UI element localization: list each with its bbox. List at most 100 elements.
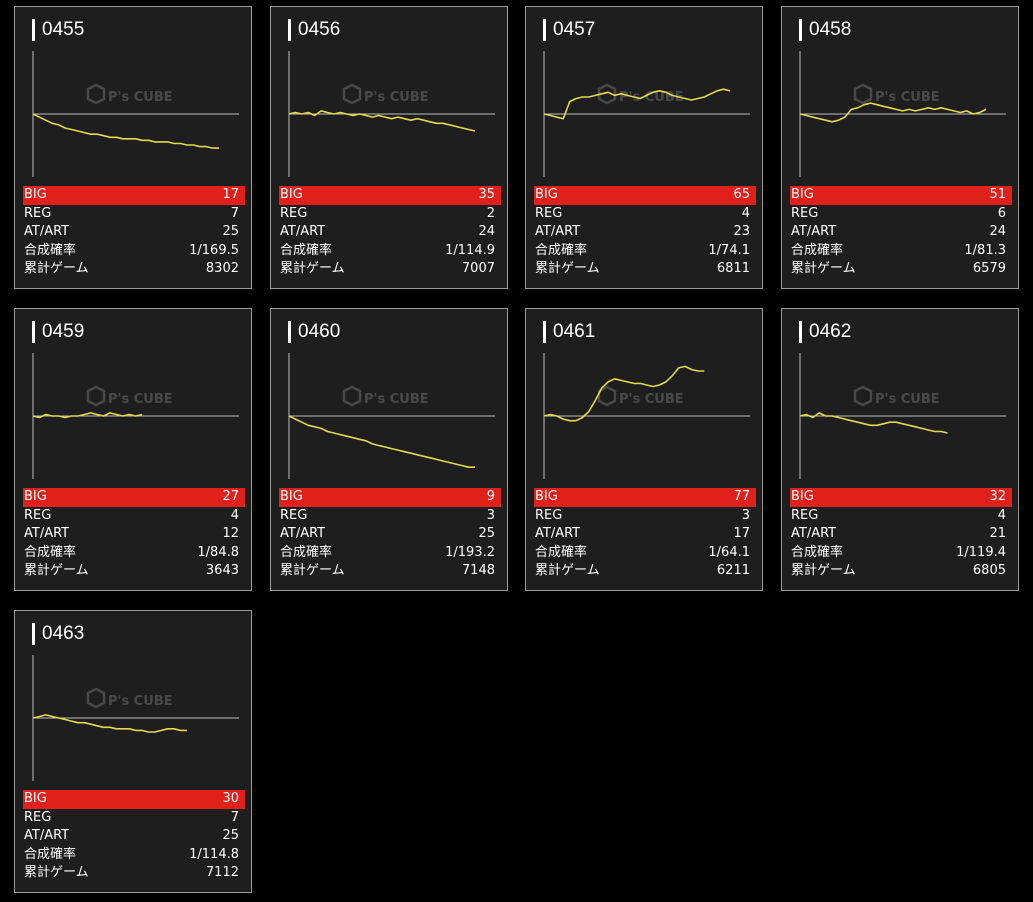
stat-row-rate: 合成確率 1/64.1 (534, 544, 756, 563)
slump-graph: P's CUBE (534, 349, 756, 479)
machine-card[interactable]: 0458 P's CUBE BIG 51 REG 6 AT/ART 24 合成確… (781, 6, 1019, 289)
machine-card[interactable]: 0459 P's CUBE BIG 27 REG 4 AT/ART 12 合成確… (14, 308, 252, 591)
stat-value-reg: 6 (997, 205, 1006, 221)
stat-value-rate: 1/84.8 (197, 544, 239, 560)
stats-table: BIG 30 REG 7 AT/ART 25 合成確率 1/114.8 累計ゲー… (23, 790, 245, 883)
machine-number: 0460 (298, 321, 341, 342)
stat-row-reg: REG 6 (790, 205, 1012, 224)
machine-card[interactable]: 0463 P's CUBE BIG 30 REG 7 AT/ART 25 合成確… (14, 610, 252, 893)
machine-card[interactable]: 0462 P's CUBE BIG 32 REG 4 AT/ART 21 合成確… (781, 308, 1019, 591)
machine-card[interactable]: 0456 P's CUBE BIG 35 REG 2 AT/ART 24 合成確… (270, 6, 508, 289)
machine-number: 0461 (553, 321, 596, 342)
stat-label-big: BIG (791, 489, 814, 504)
stat-row-games: 累計ゲーム 7112 (23, 864, 245, 883)
header-marker (32, 321, 35, 343)
stats-table: BIG 27 REG 4 AT/ART 12 合成確率 1/84.8 累計ゲーム… (23, 488, 245, 581)
stat-label-at: AT/ART (791, 526, 837, 542)
stat-value-rate: 1/74.1 (708, 242, 750, 258)
stat-label-reg: REG (791, 507, 819, 523)
stat-label-big: BIG (280, 489, 303, 504)
stat-row-at: AT/ART 21 (790, 525, 1012, 544)
stat-row-games: 累計ゲーム 7007 (279, 260, 501, 279)
stat-label-reg: REG (535, 205, 563, 221)
stat-value-at: 23 (733, 224, 750, 240)
watermark-logo: P's CUBE (86, 687, 173, 709)
stat-value-games: 6211 (716, 563, 750, 579)
header-marker (543, 321, 546, 343)
slump-line (799, 102, 987, 123)
stat-value-reg: 3 (741, 507, 750, 523)
stat-value-reg: 7 (230, 809, 239, 825)
stat-value-big: 77 (733, 489, 750, 504)
stat-row-big: BIG 9 (279, 488, 501, 507)
slump-line (32, 412, 143, 419)
machine-number: 0456 (298, 19, 341, 40)
header-marker (799, 321, 802, 343)
slump-graph: P's CUBE (534, 47, 756, 177)
stat-label-at: AT/ART (280, 526, 326, 542)
stat-value-reg: 2 (486, 205, 495, 221)
machine-card[interactable]: 0457 P's CUBE BIG 65 REG 4 AT/ART 23 合成確… (525, 6, 763, 289)
watermark-logo: P's CUBE (86, 83, 173, 105)
stat-row-rate: 合成確率 1/114.9 (279, 242, 501, 261)
stat-value-games: 7112 (205, 865, 239, 881)
stats-table: BIG 32 REG 4 AT/ART 21 合成確率 1/119.4 累計ゲー… (790, 488, 1012, 581)
svg-text:P's CUBE: P's CUBE (364, 90, 429, 105)
stat-label-rate: 合成確率 (24, 846, 77, 862)
stat-value-reg: 3 (486, 507, 495, 523)
header-marker (288, 19, 291, 41)
stat-value-rate: 1/114.8 (189, 846, 239, 862)
stat-value-rate: 1/119.4 (956, 544, 1006, 560)
stat-row-games: 累計ゲーム 6805 (790, 562, 1012, 581)
stat-value-rate: 1/114.9 (445, 242, 495, 258)
stat-row-rate: 合成確率 1/119.4 (790, 544, 1012, 563)
stat-value-reg: 4 (997, 507, 1006, 523)
stat-row-games: 累計ゲーム 8302 (23, 260, 245, 279)
header-marker (799, 19, 802, 41)
stat-value-games: 3643 (205, 563, 239, 579)
stat-value-rate: 1/193.2 (445, 544, 495, 560)
stat-label-rate: 合成確率 (535, 242, 588, 258)
stat-value-big: 17 (222, 187, 239, 202)
machine-card[interactable]: 0455 P's CUBE BIG 17 REG 7 AT/ART 25 合成確… (14, 6, 252, 289)
machine-card[interactable]: 0460 P's CUBE BIG 9 REG 3 AT/ART 25 合成確率… (270, 308, 508, 591)
stat-label-games: 累計ゲーム (535, 563, 600, 579)
stat-value-at: 25 (478, 526, 495, 542)
watermark-logo: P's CUBE (342, 83, 429, 105)
machine-number: 0455 (42, 19, 85, 40)
svg-text:P's CUBE: P's CUBE (108, 90, 173, 105)
stat-label-big: BIG (24, 489, 47, 504)
stat-row-at: AT/ART 25 (23, 827, 245, 846)
stat-label-rate: 合成確率 (280, 242, 333, 258)
stat-row-big: BIG 65 (534, 186, 756, 205)
stat-value-games: 6579 (972, 261, 1006, 277)
stat-label-big: BIG (535, 489, 558, 504)
stat-value-games: 6811 (716, 261, 750, 277)
stat-value-games: 6805 (972, 563, 1006, 579)
stat-row-big: BIG 77 (534, 488, 756, 507)
stat-label-games: 累計ゲーム (280, 563, 345, 579)
stat-label-games: 累計ゲーム (24, 261, 89, 277)
stat-label-games: 累計ゲーム (791, 563, 856, 579)
stat-row-at: AT/ART 25 (23, 223, 245, 242)
stat-label-at: AT/ART (24, 526, 70, 542)
stat-row-games: 累計ゲーム 6579 (790, 260, 1012, 279)
slump-graph-svg: P's CUBE (32, 655, 239, 781)
stat-row-reg: REG 7 (23, 205, 245, 224)
stats-table: BIG 77 REG 3 AT/ART 17 合成確率 1/64.1 累計ゲーム… (534, 488, 756, 581)
svg-text:P's CUBE: P's CUBE (364, 392, 429, 407)
stat-label-at: AT/ART (535, 526, 581, 542)
stat-value-at: 25 (222, 828, 239, 844)
stat-value-big: 30 (222, 791, 239, 806)
stats-table: BIG 51 REG 6 AT/ART 24 合成確率 1/81.3 累計ゲーム… (790, 186, 1012, 279)
svg-text:P's CUBE: P's CUBE (875, 90, 940, 105)
stat-row-reg: REG 2 (279, 205, 501, 224)
stat-row-rate: 合成確率 1/81.3 (790, 242, 1012, 261)
stat-label-rate: 合成確率 (535, 544, 588, 560)
stat-value-rate: 1/64.1 (708, 544, 750, 560)
machine-card[interactable]: 0461 P's CUBE BIG 77 REG 3 AT/ART 17 合成確… (525, 308, 763, 591)
slump-line (32, 714, 187, 733)
stat-row-big: BIG 30 (23, 790, 245, 809)
slump-graph-svg: P's CUBE (288, 353, 495, 479)
stat-value-big: 65 (733, 187, 750, 202)
